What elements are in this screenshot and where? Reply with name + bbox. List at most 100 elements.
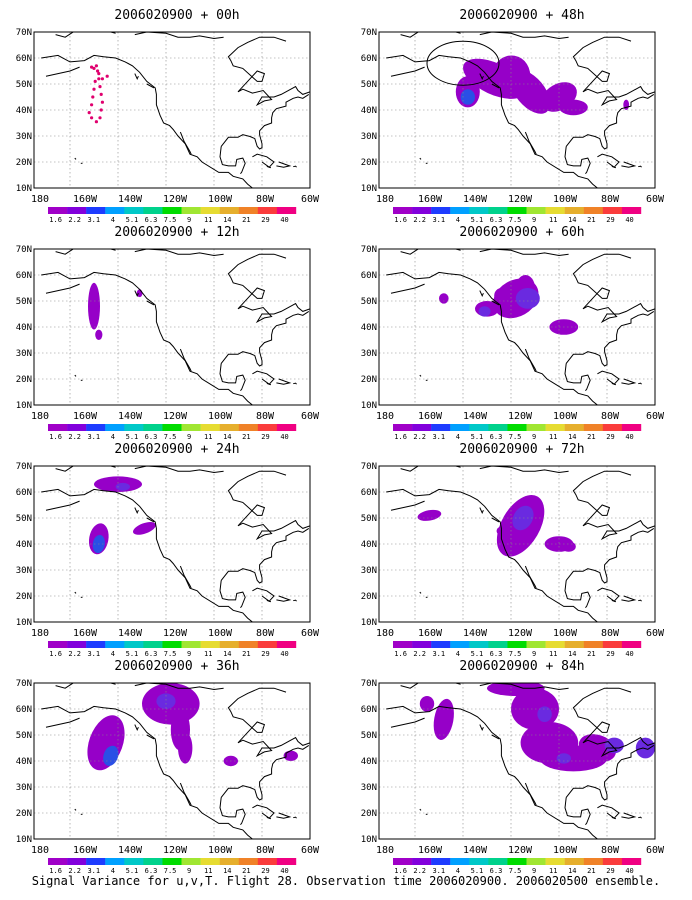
observation-point [90, 103, 94, 107]
signal-variance-contour [559, 99, 588, 116]
coastline [638, 382, 642, 385]
coastline [74, 808, 77, 811]
colorbar-label: 1.6 [394, 867, 407, 875]
coastline [611, 165, 617, 169]
lon-tick-label: 120W [508, 411, 533, 422]
coastline [572, 687, 655, 758]
lat-tick-label: 20N [361, 158, 377, 168]
lat-tick-label: 60N [361, 271, 377, 281]
signal-variance-contour [510, 69, 551, 114]
lat-tick-label: 20N [16, 809, 32, 819]
target-region-outline [426, 40, 500, 86]
colorbar-swatch [67, 641, 87, 648]
lat-tick-label: 50N [361, 297, 377, 307]
lat-tick-label: 70N [361, 679, 377, 689]
coastline [597, 587, 620, 602]
panel-36h: 2006020900 + 36h 70N 60N 50N 40N 30N 20N 10N 18… [12, 659, 342, 875]
colorbar-swatch [200, 207, 220, 214]
panel-60h: 2006020900 + 60h 70N 60N 50N 40N 30N 20N 10N 18… [357, 225, 687, 441]
lat-tick-label: 30N [16, 132, 32, 142]
observation-point [100, 77, 104, 81]
map-frame [33, 682, 311, 840]
colorbar-swatch [181, 424, 201, 431]
contour-layer [439, 275, 579, 335]
observation-point [91, 95, 95, 99]
colorbar-swatch [67, 207, 87, 214]
colorbar-label: 5.1 [126, 216, 139, 224]
signal-variance-contour [417, 509, 442, 521]
colorbar-swatch [526, 424, 546, 431]
colorbar-label: 29 [606, 867, 614, 875]
colorbar-label: 29 [606, 433, 614, 441]
signal-variance-contour [87, 715, 125, 771]
observation-point [105, 74, 109, 78]
coastlines [41, 249, 310, 405]
lon-tick-label: 60W [646, 628, 665, 639]
colorbar-swatch [48, 207, 68, 214]
lon-tick-label: 140W [463, 411, 488, 422]
colorbar-label: 2.2 [413, 867, 426, 875]
colorbar-label: 1.6 [49, 433, 62, 441]
coastline [146, 517, 155, 523]
coastline [572, 470, 655, 541]
colorbar-label: 3.1 [432, 650, 445, 658]
colorbar-swatch [488, 424, 508, 431]
lon-tick-label: 140W [118, 411, 143, 422]
coastline [179, 565, 192, 589]
coastline [479, 507, 484, 514]
lat-tick-label: 20N [16, 375, 32, 385]
coastline [55, 466, 116, 472]
panel-title: 2006020900 + 00h [114, 8, 240, 23]
colorbar-swatch [105, 641, 125, 648]
coastline [524, 131, 537, 155]
coastline [146, 734, 155, 740]
lat-tick-label: 40N [16, 540, 32, 550]
lat-tick-label: 50N [361, 80, 377, 90]
graticule [34, 249, 310, 405]
coastline [227, 253, 310, 324]
lon-tick-label: 80W [601, 411, 620, 422]
coastline [146, 83, 155, 89]
lon-tick-label: 100W [553, 411, 578, 422]
coastline [252, 370, 275, 385]
map-frame [33, 248, 311, 406]
lat-tick-label: 10N [361, 835, 377, 845]
coastline [134, 507, 139, 514]
signal-variance-contour [439, 293, 449, 304]
colorbar-swatch [507, 424, 527, 431]
coastline [252, 804, 275, 819]
colorbar-swatch [219, 207, 239, 214]
coastline [293, 599, 297, 602]
lon-tick-label: 60W [301, 845, 320, 856]
lat-tick-label: 10N [16, 401, 32, 411]
coastline [491, 734, 500, 740]
coastline [220, 93, 310, 150]
colorbar-swatch [545, 641, 565, 648]
lon-tick-label: 160W [73, 845, 98, 856]
colorbar-label: 6.3 [145, 433, 158, 441]
colorbar-swatch [276, 207, 297, 214]
lon-tick-label: 160W [418, 628, 443, 639]
lon-tick-label: 80W [256, 194, 275, 205]
lat-tick-label: 70N [361, 462, 377, 472]
lon-tick-label: 60W [646, 411, 665, 422]
colorbar-label: 5.1 [126, 433, 139, 441]
lat-tick-label: 20N [16, 158, 32, 168]
lat-tick-label: 20N [361, 592, 377, 602]
panel-00h: 2006020900 + 00h 70N 60N 50N 40N 30N 20N 10N 18… [12, 8, 342, 224]
coastline [293, 165, 297, 168]
colorbar-swatch [602, 207, 623, 214]
observation-point [94, 64, 98, 68]
panel-24h: 2006020900 + 24h 70N 60N 50N 40N 30N 20N 10N 18… [12, 442, 342, 658]
coastline [524, 348, 537, 372]
colorbar-swatch [602, 858, 623, 865]
colorbar-swatch [621, 424, 642, 431]
coastline [134, 32, 224, 40]
lat-tick-label: 40N [361, 106, 377, 116]
lon-tick-label: 80W [601, 628, 620, 639]
colorbar-swatch [181, 207, 201, 214]
colorbar-label: 9 [187, 216, 191, 224]
graticule [34, 466, 310, 622]
map-frame [378, 465, 656, 623]
